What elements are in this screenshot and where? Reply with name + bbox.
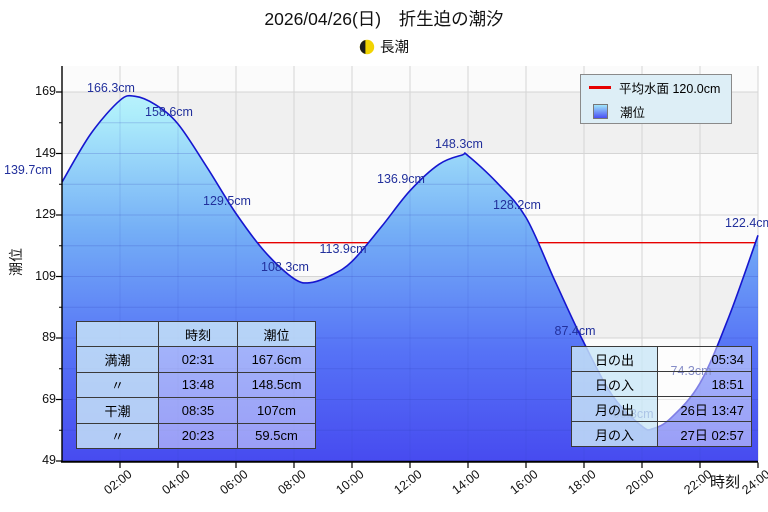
tide-value-annotation: 113.9cm xyxy=(319,242,367,257)
table-label-cell: 日の入 xyxy=(571,371,658,397)
table-value-cell: 59.5cm xyxy=(237,422,316,450)
table-label-cell: 時刻 xyxy=(158,320,238,348)
y-tick-label: 149 xyxy=(35,145,56,160)
moon-phase-row: 長潮 xyxy=(0,36,768,57)
table-value-cell: 167.6cm xyxy=(237,346,316,373)
table-label-cell: 干潮 xyxy=(76,397,159,424)
table-label-cell: 月の出 xyxy=(571,396,658,422)
page-title: 2026/04/26(日) 折生迫の潮汐 xyxy=(264,9,504,29)
tide-value-annotation: 139.7cm xyxy=(4,163,52,178)
table-row: 時刻 潮位 xyxy=(76,320,316,348)
table-row: 〃 13:48 148.5cm xyxy=(76,371,316,399)
sun-moon-table: 日の出 05:34 日の入 18:51 月の出 26日 13:47 月の入 27日 02:57 xyxy=(571,346,752,447)
moon-phase-icon xyxy=(359,39,375,55)
tide-value-annotation: 136.9cm xyxy=(377,171,425,186)
y-tick-label: 69 xyxy=(42,391,56,406)
tide-value-annotation: 158.6cm xyxy=(145,104,193,119)
table-row: 月の出 26日 13:47 xyxy=(571,396,752,422)
table-row: 満潮 02:31 167.6cm xyxy=(76,346,316,373)
table-value-cell: 02:31 xyxy=(158,346,238,373)
tide-value-annotation: 108.3cm xyxy=(261,259,309,274)
y-tick-label: 89 xyxy=(42,330,56,344)
tide-value-annotation: 122.4cm xyxy=(725,216,768,231)
table-value-cell: 27日 02:57 xyxy=(657,421,752,447)
table-row: 月の入 27日 02:57 xyxy=(571,421,752,447)
table-row: 干潮 08:35 107cm xyxy=(76,397,316,424)
tide-value-annotation: 148.3cm xyxy=(435,136,483,151)
legend-tide-row: 潮位 xyxy=(581,99,731,123)
table-value-cell: 13:48 xyxy=(158,371,238,399)
table-label-cell: 潮位 xyxy=(237,320,316,348)
table-row: 〃 20:23 59.5cm xyxy=(76,422,316,450)
y-tick-label: 129 xyxy=(35,207,56,221)
table-row: 日の入 18:51 xyxy=(571,371,752,397)
table-value-cell: 08:35 xyxy=(158,397,238,424)
table-label-cell: 満潮 xyxy=(76,346,159,373)
table-label-cell: 〃 xyxy=(76,371,159,399)
y-axis-title: 潮位 xyxy=(8,248,24,276)
legend-mean-label: 平均水面 120.0cm xyxy=(619,81,721,96)
table-row: 日の出 05:34 xyxy=(571,346,752,372)
table-value-cell: 148.5cm xyxy=(237,371,316,399)
table-label-cell: 〃 xyxy=(76,422,159,450)
table-value-cell: 05:34 xyxy=(657,346,752,372)
tide-fill-swatch xyxy=(593,103,608,119)
tide-extremes-table: 時刻 潮位 満潮 02:31 167.6cm 〃 13:48 148.5cm 干潮 08:35 10… xyxy=(76,320,316,450)
x-axis-title: 時刻 xyxy=(710,474,741,491)
table-value-cell: 26日 13:47 xyxy=(657,396,752,422)
mean-line-swatch xyxy=(589,85,611,89)
tide-value-annotation: 128.2cm xyxy=(493,198,541,213)
table-value-cell: 18:51 xyxy=(657,371,752,397)
moon-phase-label: 長潮 xyxy=(380,40,409,56)
tide-value-annotation: 87.4cm xyxy=(554,323,596,338)
tide-value-annotation: 166.3cm xyxy=(87,81,135,96)
table-label-cell xyxy=(76,320,159,348)
table-label-cell: 日の出 xyxy=(571,346,658,372)
table-value-cell: 20:23 xyxy=(158,422,238,450)
legend-tide-label: 潮位 xyxy=(620,105,646,120)
tide-value-annotation: 129.5cm xyxy=(203,194,251,209)
table-label-cell: 月の入 xyxy=(571,421,658,447)
y-tick-label: 49 xyxy=(42,453,56,467)
legend-box: 平均水面 120.0cm 潮位 xyxy=(580,74,732,124)
legend-mean-row: 平均水面 120.0cm xyxy=(581,75,731,99)
table-value-cell: 107cm xyxy=(237,397,316,424)
y-tick-label: 169 xyxy=(35,84,56,98)
y-tick-label: 109 xyxy=(35,268,56,283)
